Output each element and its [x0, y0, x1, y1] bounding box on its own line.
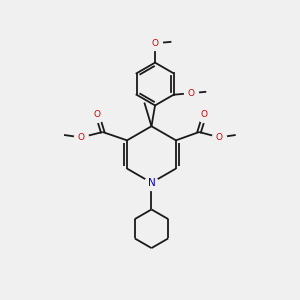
Text: O: O — [78, 133, 85, 142]
Text: O: O — [216, 133, 223, 142]
Text: O: O — [187, 89, 194, 98]
Text: O: O — [152, 39, 159, 48]
Text: N: N — [148, 178, 155, 188]
Text: O: O — [201, 110, 208, 119]
Text: O: O — [94, 110, 101, 119]
